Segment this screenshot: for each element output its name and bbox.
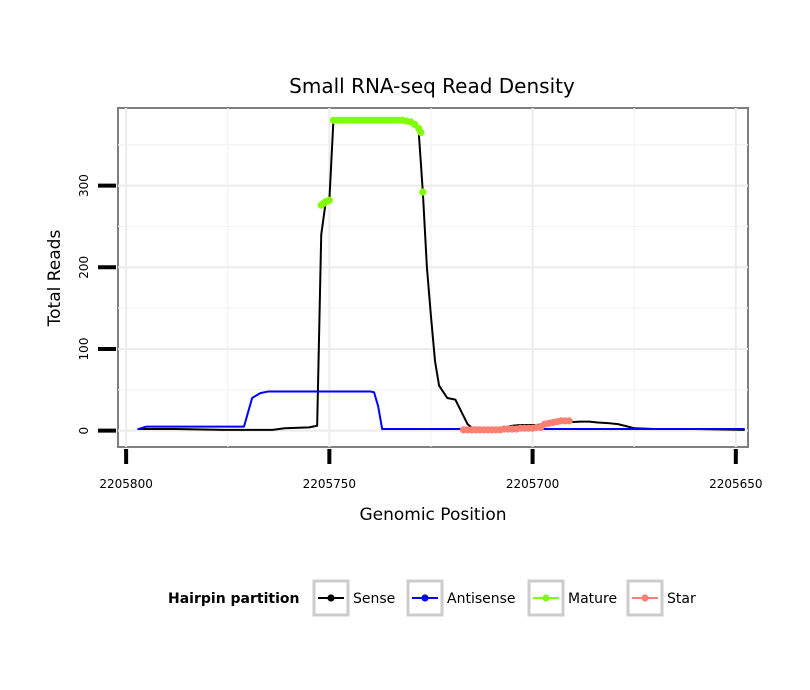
y-axis-title: Total Reads: [45, 230, 65, 328]
x-axis-title: Genomic Position: [359, 505, 506, 525]
series-point-star: [565, 417, 573, 425]
legend-label-sense: Sense: [353, 591, 395, 607]
legend-title: Hairpin partition: [168, 591, 299, 607]
legend-point-mature: [542, 594, 550, 602]
legend: Hairpin partition Sense Antisense Mature St…: [168, 579, 696, 617]
legend-point-sense: [327, 594, 335, 602]
y-tick-label: 200: [77, 256, 91, 279]
axis-ticks: 2205800 2205750 2205700 2205650 0 100 200 300: [77, 174, 763, 491]
series-point-mature: [417, 128, 425, 137]
legend-label-star: Star: [667, 591, 696, 607]
y-tick-label: 0: [77, 427, 91, 435]
x-tick-label: 2205650: [709, 477, 762, 491]
series-line-antisense: [137, 390, 745, 431]
x-tick-label: 2205700: [506, 477, 559, 491]
x-tick-label: 2205800: [99, 477, 152, 491]
plot-panel: [117, 107, 749, 448]
y-tick-label: 300: [77, 174, 91, 197]
series-point-mature: [325, 196, 333, 204]
x-tick-label: 2205750: [303, 477, 356, 491]
series-point-mature: [419, 188, 427, 196]
legend-label-mature: Mature: [568, 591, 617, 607]
series-points: [317, 116, 573, 434]
legend-items: Sense Antisense Mature Star: [312, 579, 696, 617]
legend-point-antisense: [421, 594, 429, 602]
chart-title: Small RNA-seq Read Density: [289, 74, 575, 98]
legend-label-antisense: Antisense: [447, 591, 516, 607]
grid-lines: [118, 108, 748, 447]
legend-point-star: [641, 594, 649, 602]
y-tick-label: 100: [77, 338, 91, 361]
